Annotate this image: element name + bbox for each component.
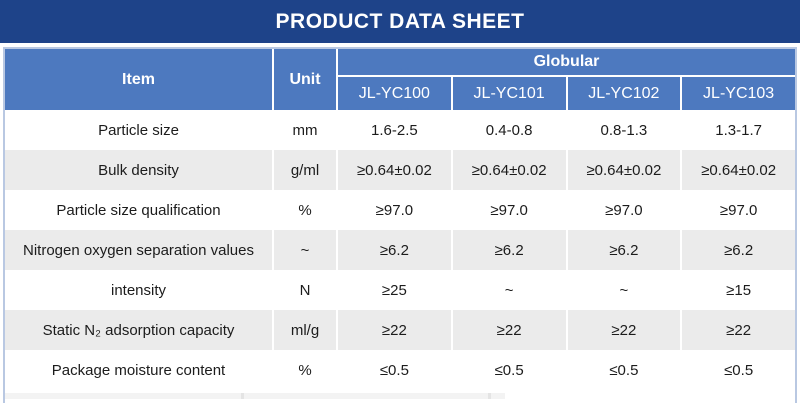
- row-value: ≥0.64±0.02: [452, 150, 568, 190]
- row-unit: mm: [274, 110, 338, 150]
- table-row-intensity: intensity N ≥25 ~ ~ ≥15: [5, 270, 795, 310]
- row-value: ≥6.2: [452, 230, 568, 270]
- table-row-package-moisture: Package moisture content % ≤0.5 ≤0.5 ≤0.…: [5, 350, 795, 390]
- row-value: ≥97.0: [567, 190, 683, 230]
- col-header-item: Item: [5, 49, 274, 110]
- row-unit: N: [274, 270, 338, 310]
- row-value: ≤0.5: [452, 350, 568, 390]
- row-value: ≥22: [338, 310, 453, 350]
- cutoff-cell-divider: [241, 393, 244, 399]
- table-row-bulk-density: Bulk density g/ml ≥0.64±0.02 ≥0.64±0.02 …: [5, 150, 795, 190]
- col-header-unit: Unit: [274, 49, 338, 110]
- row-value: ≥97.0: [452, 190, 568, 230]
- row-item-label: Package moisture content: [5, 350, 274, 390]
- row-value: 0.4-0.8: [452, 110, 568, 150]
- row-value: 0.8-1.3: [567, 110, 683, 150]
- row-value: ≥22: [682, 310, 795, 350]
- col-header-model-4: JL-YC103: [703, 84, 775, 102]
- row-value: ≥0.64±0.02: [567, 150, 683, 190]
- row-item-label: Static N₂ adsorption capacity: [5, 310, 274, 350]
- row-value: ≤0.5: [338, 350, 453, 390]
- product-data-table: Item Unit Globular JL-YC100 JL-YC101 JL-…: [3, 47, 797, 403]
- cutoff-row-strip: [5, 393, 505, 399]
- row-value: ≥22: [452, 310, 568, 350]
- row-item-label: Particle size qualification: [5, 190, 274, 230]
- row-value: ≥97.0: [682, 190, 795, 230]
- col-group-header-globular: Globular: [338, 49, 795, 77]
- col-header-model-3: JL-YC102: [568, 77, 683, 110]
- page-title: PRODUCT DATA SHEET: [275, 9, 525, 33]
- row-unit: g/ml: [274, 150, 338, 190]
- row-item-label: Nitrogen oxygen separation values: [5, 230, 274, 270]
- row-value: ≥0.64±0.02: [338, 150, 453, 190]
- row-value: ≥22: [567, 310, 683, 350]
- table-row-particle-size: Particle size mm 1.6-2.5 0.4-0.8 0.8-1.3…: [5, 110, 795, 150]
- row-value: ≥6.2: [567, 230, 683, 270]
- row-value: ≤0.5: [567, 350, 683, 390]
- table-row-static-n2-adsorption: Static N₂ adsorption capacity ml/g ≥22 ≥…: [5, 310, 795, 350]
- row-value: ≥15: [682, 270, 795, 310]
- cutoff-cell-divider: [488, 393, 491, 399]
- cutoff-next-row: [5, 390, 795, 403]
- row-value: ≤0.5: [682, 350, 795, 390]
- row-unit: ml/g: [274, 310, 338, 350]
- row-unit: %: [274, 350, 338, 390]
- row-value: 1.3-1.7: [682, 110, 795, 150]
- row-value: ~: [567, 270, 683, 310]
- group-header-block: Globular JL-YC100 JL-YC101 JL-YC102 JL-Y…: [338, 49, 795, 110]
- row-value: ~: [452, 270, 568, 310]
- row-value: ≥6.2: [682, 230, 795, 270]
- table-header: Item Unit Globular JL-YC100 JL-YC101 JL-…: [5, 49, 795, 110]
- row-value: ≥6.2: [338, 230, 453, 270]
- row-item-label: Particle size: [5, 110, 274, 150]
- row-item-label: intensity: [5, 270, 274, 310]
- row-unit: ~: [274, 230, 338, 270]
- col-header-model-1: JL-YC100: [338, 77, 453, 110]
- row-item-label: Bulk density: [5, 150, 274, 190]
- model-header-row: JL-YC100 JL-YC101 JL-YC102 JL-YC103: [338, 77, 795, 110]
- row-value: 1.6-2.5: [338, 110, 453, 150]
- table-row-particle-size-qualification: Particle size qualification % ≥97.0 ≥97.…: [5, 190, 795, 230]
- table-row-nitrogen-oxygen-separation: Nitrogen oxygen separation values ~ ≥6.2…: [5, 230, 795, 270]
- row-value: ≥97.0: [338, 190, 453, 230]
- col-header-model-2: JL-YC101: [453, 77, 568, 110]
- row-value: ≥0.64±0.02: [682, 150, 795, 190]
- title-banner: PRODUCT DATA SHEET: [0, 0, 800, 43]
- row-value: ≥25: [338, 270, 453, 310]
- row-unit: %: [274, 190, 338, 230]
